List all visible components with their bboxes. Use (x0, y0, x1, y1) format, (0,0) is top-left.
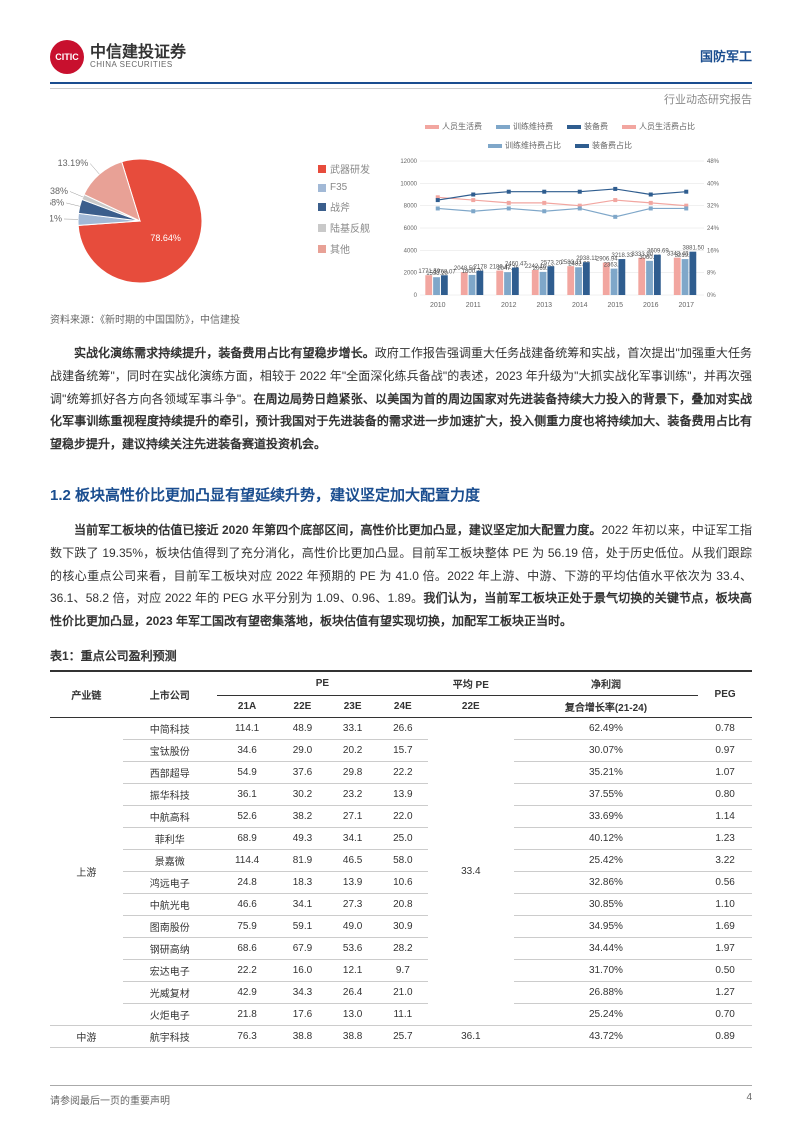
svg-text:8000: 8000 (404, 204, 418, 210)
col-24e: 24E (378, 695, 428, 717)
table-row: 钢研高纳68.667.953.628.234.44%1.97 (50, 937, 752, 959)
para1-lead: 实战化演练需求持续提升，装备费用占比有望稳步增长。 (74, 346, 375, 360)
logo-text: 中信建投证券 CHINA SECURITIES (90, 44, 186, 70)
combo-legend: 人员生活费训练维持费装备费人员生活费占比训练维持费占比装备费占比 (390, 121, 730, 151)
page-header: CITIC 中信建投证券 CHINA SECURITIES 国防军工 (50, 40, 752, 84)
pie-chart: 78.64% 3.11% 3.68%1.38% 13.19% 武器研发F35战斧陆基反… (50, 121, 370, 301)
svg-text:6000: 6000 (404, 226, 418, 232)
svg-text:16%: 16% (707, 248, 720, 254)
table-head: 产业链 上市公司 PE 平均 PE 净利润 PEG 21A 22E 23E 24… (50, 671, 752, 718)
svg-text:2000: 2000 (404, 271, 418, 277)
table-row: 光威复材42.934.326.421.026.88%1.27 (50, 981, 752, 1003)
col-chain: 产业链 (50, 671, 123, 718)
svg-text:48%: 48% (707, 159, 720, 165)
svg-text:8%: 8% (707, 271, 716, 277)
col-avgpe-sub: 22E (428, 695, 514, 717)
section-title-1-2: 1.2 板块高性价比更加凸显有望延续升势，建议坚定加大配置力度 (50, 484, 752, 505)
svg-text:12000: 12000 (400, 159, 417, 165)
col-peg: PEG (698, 671, 752, 718)
table-row: 西部超导54.937.629.822.235.21%1.07 (50, 761, 752, 783)
col-22e: 22E (277, 695, 327, 717)
footer-disclaimer: 请参阅最后一页的重要声明 (50, 1092, 170, 1107)
svg-text:0: 0 (414, 293, 418, 299)
page-footer: 请参阅最后一页的重要声明 4 (50, 1085, 752, 1107)
para2-lead: 当前军工板块的估值已接近 2020 年第四个底部区间，高性价比更加凸显，建议坚定… (74, 523, 601, 537)
svg-text:4000: 4000 (404, 248, 418, 254)
svg-text:2011: 2011 (466, 302, 481, 309)
col-company: 上市公司 (123, 671, 217, 718)
svg-text:3.11%: 3.11% (50, 213, 62, 223)
charts-row: 78.64% 3.11% 3.68%1.38% 13.19% 武器研发F35战斧陆基反… (50, 121, 752, 301)
table-row: 中航高科52.638.227.122.033.69%1.14 (50, 805, 752, 827)
earnings-table: 产业链 上市公司 PE 平均 PE 净利润 PEG 21A 22E 23E 24… (50, 670, 752, 1048)
table-row: 上游中简科技114.148.933.126.633.462.49%0.78 (50, 717, 752, 739)
table-row: 中游航宇科技76.338.838.825.736.143.72%0.89 (50, 1025, 752, 1047)
paragraph-2: 当前军工板块的估值已接近 2020 年第四个底部区间，高性价比更加凸显，建议坚定… (50, 519, 752, 633)
table-title: 表1：重点公司盈利预测 (50, 647, 752, 664)
logo-cn: 中信建投证券 (90, 44, 186, 62)
svg-text:40%: 40% (707, 181, 720, 187)
table-row: 图南股份75.959.149.030.934.95%1.69 (50, 915, 752, 937)
footer-page-number: 4 (746, 1092, 752, 1107)
logo-icon: CITIC (50, 40, 84, 74)
svg-text:2017: 2017 (678, 302, 694, 309)
svg-text:2013: 2013 (536, 302, 552, 309)
svg-text:2178: 2178 (474, 265, 488, 271)
header-subtitle: 行业动态研究报告 (50, 88, 752, 107)
col-23e: 23E (328, 695, 378, 717)
logo-en: CHINA SECURITIES (90, 61, 186, 70)
col-pe-group: PE (217, 671, 428, 696)
table-row: 宏达电子22.216.012.19.731.70%0.50 (50, 959, 752, 981)
table-row: 菲利华68.949.334.125.040.12%1.23 (50, 827, 752, 849)
col-avgpe: 平均 PE (428, 671, 514, 696)
table-row: 火炬电子21.817.613.011.125.24%0.70 (50, 1003, 752, 1025)
svg-text:2012: 2012 (501, 302, 517, 309)
svg-text:3881.50: 3881.50 (682, 246, 704, 252)
svg-text:2573.20: 2573.20 (540, 260, 562, 266)
paragraph-1: 实战化演练需求持续提升，装备费用占比有望稳步增长。政府工作报告强调重大任务战建备… (50, 342, 752, 456)
svg-text:24%: 24% (707, 226, 720, 232)
logo-area: CITIC 中信建投证券 CHINA SECURITIES (50, 40, 186, 74)
table-row: 宝钛股份34.629.020.215.730.07%0.97 (50, 739, 752, 761)
svg-text:2014: 2014 (572, 302, 588, 309)
table-row: 鸿远电子24.818.313.910.632.86%0.56 (50, 871, 752, 893)
svg-text:2015: 2015 (607, 302, 623, 309)
svg-text:78.64%: 78.64% (150, 233, 181, 243)
svg-text:2010: 2010 (430, 302, 446, 309)
col-cagr-sub: 复合增长率(21-24) (514, 695, 698, 717)
svg-text:0%: 0% (707, 293, 716, 299)
col-cagr: 净利润 (514, 671, 698, 696)
svg-text:1.38%: 1.38% (50, 186, 68, 196)
table-row: 中航光电46.634.127.320.830.85%1.10 (50, 893, 752, 915)
combo-chart: 人员生活费训练维持费装备费人员生活费占比训练维持费占比装备费占比 0 2000 40… (390, 121, 730, 301)
svg-text:2016: 2016 (643, 302, 659, 309)
svg-text:2938.11: 2938.11 (576, 256, 598, 262)
table-row: 振华科技36.130.223.213.937.55%0.80 (50, 783, 752, 805)
pie-legend: 武器研发F35战斧陆基反舰其他 (318, 161, 370, 262)
svg-text:32%: 32% (707, 204, 720, 210)
table-row: 景嘉微114.481.946.558.025.42%3.22 (50, 849, 752, 871)
col-21a: 21A (217, 695, 278, 717)
table-body: 上游中简科技114.148.933.126.633.462.49%0.78宝钛股… (50, 717, 752, 1047)
svg-text:3.68%: 3.68% (50, 197, 64, 207)
svg-text:10000: 10000 (400, 181, 417, 187)
svg-text:13.19%: 13.19% (58, 158, 89, 168)
header-category: 国防军工 (700, 40, 752, 65)
